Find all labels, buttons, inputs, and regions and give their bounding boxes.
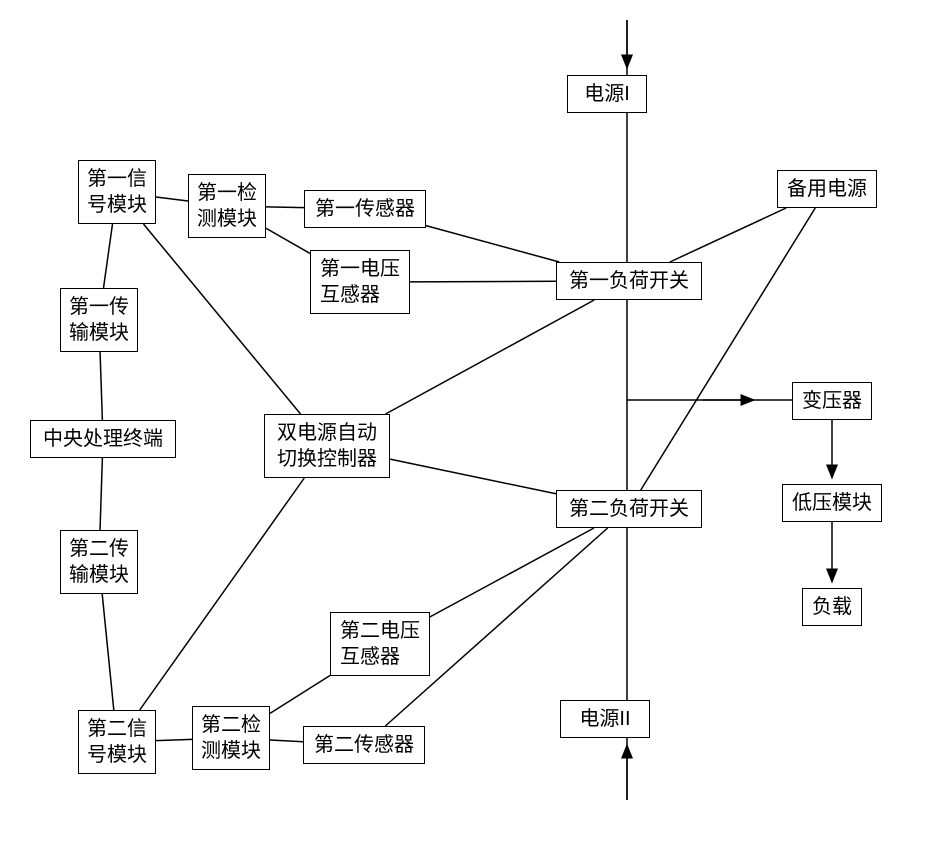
edge-vt1-load_sw1: [410, 281, 556, 282]
edge-backup_power-load_sw2: [641, 208, 815, 490]
edge-sig2-dual_ctrl: [140, 478, 305, 710]
edge-sig2-det2: [156, 739, 192, 740]
node-trans2: 第二传输模块: [60, 530, 138, 594]
node-transformer: 变压器: [792, 382, 872, 420]
edge-sensor1-load_sw1: [426, 226, 559, 262]
node-backup_power: 备用电源: [777, 170, 877, 208]
edge-trans1-cpu: [100, 352, 102, 420]
node-det1: 第一检测模块: [188, 174, 266, 238]
node-vt1: 第一电压互感器: [310, 250, 410, 314]
edge-det1-sensor1: [266, 207, 304, 208]
edge-det2-vt2: [270, 676, 330, 714]
edge-sig1-det1: [156, 197, 188, 201]
node-power1: 电源I: [567, 75, 647, 113]
edge-dual_ctrl-load_sw1: [386, 300, 595, 414]
node-lv_mod: 低压模块: [782, 484, 882, 522]
edge-sig1-dual_ctrl: [143, 224, 300, 414]
edge-det1-vt1: [266, 228, 310, 253]
node-load_sw2: 第二负荷开关: [556, 490, 702, 528]
node-vt2: 第二电压互感器: [330, 612, 430, 676]
edge-backup_power-load_sw1: [670, 208, 786, 262]
edge-sig1-trans1: [104, 224, 113, 288]
edge-cpu-trans2: [100, 458, 102, 530]
node-power2: 电源II: [560, 700, 650, 738]
node-sig2: 第二信号模块: [78, 710, 156, 774]
node-load: 负载: [802, 588, 862, 626]
node-load_sw1: 第一负荷开关: [556, 262, 702, 300]
node-cpu: 中央处理终端: [30, 420, 176, 458]
diagram-root: 电源I 备用电源 第一信号模块第一检测模块第一传感器第一电压互感器 第一负荷开关第一传…: [0, 0, 930, 868]
edge-det2-sensor2: [270, 740, 303, 742]
edge-trans2-sig2: [102, 594, 114, 710]
edge-dual_ctrl-load_sw2: [390, 459, 556, 494]
node-trans1: 第一传输模块: [60, 288, 138, 352]
edge-vt2-load_sw2: [430, 528, 594, 617]
node-sensor2: 第二传感器: [303, 726, 425, 764]
node-sig1: 第一信号模块: [78, 160, 156, 224]
node-det2: 第二检测模块: [192, 706, 270, 770]
node-sensor1: 第一传感器: [304, 190, 426, 228]
node-dual_ctrl: 双电源自动切换控制器: [264, 414, 390, 478]
